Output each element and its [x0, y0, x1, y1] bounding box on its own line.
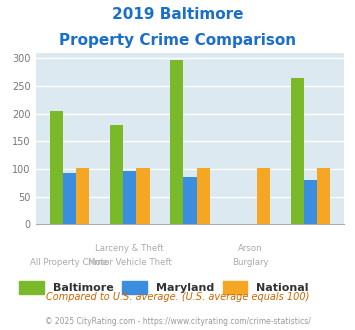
Bar: [290, 78, 304, 224]
Bar: [123, 171, 136, 224]
Text: Larceny & Theft: Larceny & Theft: [95, 244, 164, 253]
Text: All Property Crime: All Property Crime: [31, 258, 109, 267]
Text: 2019 Baltimore: 2019 Baltimore: [112, 7, 243, 21]
Bar: [76, 168, 89, 224]
Bar: [50, 111, 63, 224]
Bar: [63, 173, 76, 224]
Text: Arson: Arson: [238, 244, 262, 253]
Bar: [197, 168, 210, 224]
Bar: [170, 60, 183, 224]
Legend: Baltimore, Maryland, National: Baltimore, Maryland, National: [20, 281, 309, 294]
Bar: [317, 168, 330, 224]
Bar: [183, 177, 197, 224]
Text: © 2025 CityRating.com - https://www.cityrating.com/crime-statistics/: © 2025 CityRating.com - https://www.city…: [45, 317, 310, 326]
Bar: [110, 125, 123, 224]
Text: Compared to U.S. average. (U.S. average equals 100): Compared to U.S. average. (U.S. average …: [46, 292, 309, 302]
Text: Property Crime Comparison: Property Crime Comparison: [59, 33, 296, 48]
Text: Burglary: Burglary: [232, 258, 268, 267]
Text: Motor Vehicle Theft: Motor Vehicle Theft: [88, 258, 171, 267]
Bar: [304, 180, 317, 224]
Bar: [136, 168, 149, 224]
Bar: [257, 168, 270, 224]
